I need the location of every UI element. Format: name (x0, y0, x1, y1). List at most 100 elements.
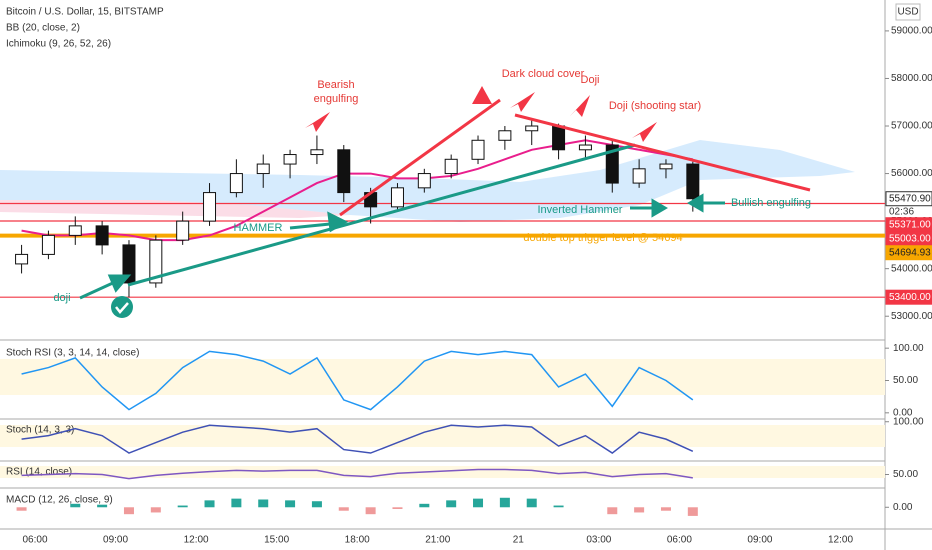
histogram-bar (687, 507, 698, 516)
price-label: 54694.93 (889, 247, 931, 258)
y-tick-label: 50.00 (893, 375, 918, 386)
histogram-bar (553, 505, 564, 508)
price-label: 55470.90 (889, 193, 931, 204)
y-tick-label: 56000.00 (891, 168, 932, 179)
band (0, 425, 885, 447)
annotation: Bullish engulfing (731, 197, 811, 209)
annotation: Doji (shooting star) (609, 100, 701, 112)
histogram-bar (634, 507, 645, 513)
histogram-bar (70, 503, 81, 508)
panel-label: RSI (14, close) (6, 467, 72, 478)
price-label-box (885, 191, 932, 207)
y-tick-label: 100.00 (893, 416, 924, 427)
histogram-bar (660, 507, 671, 511)
histogram-bar (97, 504, 108, 508)
x-tick-label: 06:00 (22, 535, 47, 546)
indicator-line (21, 468, 693, 480)
y-tick-label: 59000.00 (891, 26, 932, 37)
y-tick-label: 100.00 (893, 343, 924, 354)
candle-body (444, 158, 458, 175)
y-tick-label: 50.00 (893, 469, 918, 480)
candle-body (122, 244, 136, 284)
annotation: Bearish (317, 79, 354, 91)
price-label: 53400.00 (889, 292, 931, 303)
histogram-bar (499, 497, 510, 508)
candle-body (390, 187, 404, 208)
histogram-bar (311, 501, 322, 508)
x-tick-label: 15:00 (264, 535, 289, 546)
candle-body (283, 154, 297, 165)
histogram-bar (258, 499, 269, 508)
price-label-box (885, 289, 932, 305)
annotation: engulfing (314, 93, 359, 105)
histogram-bar (473, 498, 484, 508)
x-tick-label: 09:00 (103, 535, 128, 546)
panel-label: MACD (12, 26, close, 9) (6, 495, 113, 506)
candle-body (256, 163, 270, 175)
histogram-bar (607, 507, 618, 515)
indicator-label: Ichimoku (9, 26, 52, 26) (6, 39, 111, 50)
candle-body (176, 220, 190, 241)
price-label: 55003.00 (889, 233, 931, 244)
currency-box (895, 3, 921, 21)
candle-body (552, 125, 566, 151)
panel-label: Stoch (14, 3, 3) (6, 425, 74, 436)
check-icon (115, 302, 129, 314)
histogram-bar (123, 507, 134, 515)
countdown: 02:36 (889, 206, 914, 217)
candle-body (498, 130, 512, 141)
x-tick-label: 03:00 (586, 535, 611, 546)
annotation: HAMMER (234, 222, 283, 234)
x-tick-label: 09:00 (747, 535, 772, 546)
band (0, 466, 885, 478)
panel-label: Stoch RSI (3, 3, 14, 14, close) (6, 348, 139, 359)
candle-body (15, 253, 29, 265)
candle-body (686, 163, 700, 200)
candle-body (95, 225, 109, 246)
histogram-bar (419, 503, 430, 508)
y-tick-label: 53000.00 (891, 311, 932, 322)
histogram-bar (285, 500, 296, 508)
candle-body (471, 139, 485, 160)
histogram-bar (204, 500, 215, 508)
green-arrows (79, 193, 725, 300)
histogram-bar (338, 507, 349, 511)
trend-line (127, 143, 636, 287)
candle-body (659, 163, 673, 170)
x-tick-label: 12:00 (828, 535, 853, 546)
histogram-bar (231, 498, 242, 508)
x-tick-label: 18:00 (345, 535, 370, 546)
indicator-line (21, 424, 694, 454)
y-tick-label: 57000.00 (891, 121, 932, 132)
candle-body (337, 149, 351, 194)
candle-body (310, 149, 324, 156)
indicator-label: BB (20, close, 2) (6, 23, 80, 34)
histogram-bar (446, 500, 457, 508)
price-label: 55371.00 (889, 219, 931, 230)
candle-body (229, 173, 243, 194)
y-tick-label: 58000.00 (891, 73, 932, 84)
y-tick-label: 54000.00 (891, 263, 932, 274)
histogram-bar (150, 507, 161, 513)
candle-body (632, 168, 646, 184)
candle-body (417, 173, 431, 189)
y-tick-label: 0.00 (893, 407, 913, 418)
currency: USD (897, 7, 918, 18)
histogram-bar (177, 505, 188, 508)
annotation: Dark cloud cover (502, 68, 585, 80)
ichimoku-cloud-red (0, 200, 350, 218)
candle-body (149, 239, 163, 284)
candle-body (203, 192, 217, 222)
annotation: Inverted Hammer (538, 204, 623, 216)
candle-body (68, 225, 82, 236)
histogram-bar (526, 498, 537, 508)
y-tick-label: 0.00 (893, 502, 913, 513)
candle-body (605, 144, 619, 184)
candle-body (578, 144, 592, 151)
arrows (305, 86, 657, 142)
histogram-bar (365, 507, 376, 515)
bb-basis (21, 139, 693, 242)
annotation: doji (53, 292, 70, 304)
symbol: Bitcoin / U.S. Dollar, 15, BITSTAMP (6, 7, 164, 18)
